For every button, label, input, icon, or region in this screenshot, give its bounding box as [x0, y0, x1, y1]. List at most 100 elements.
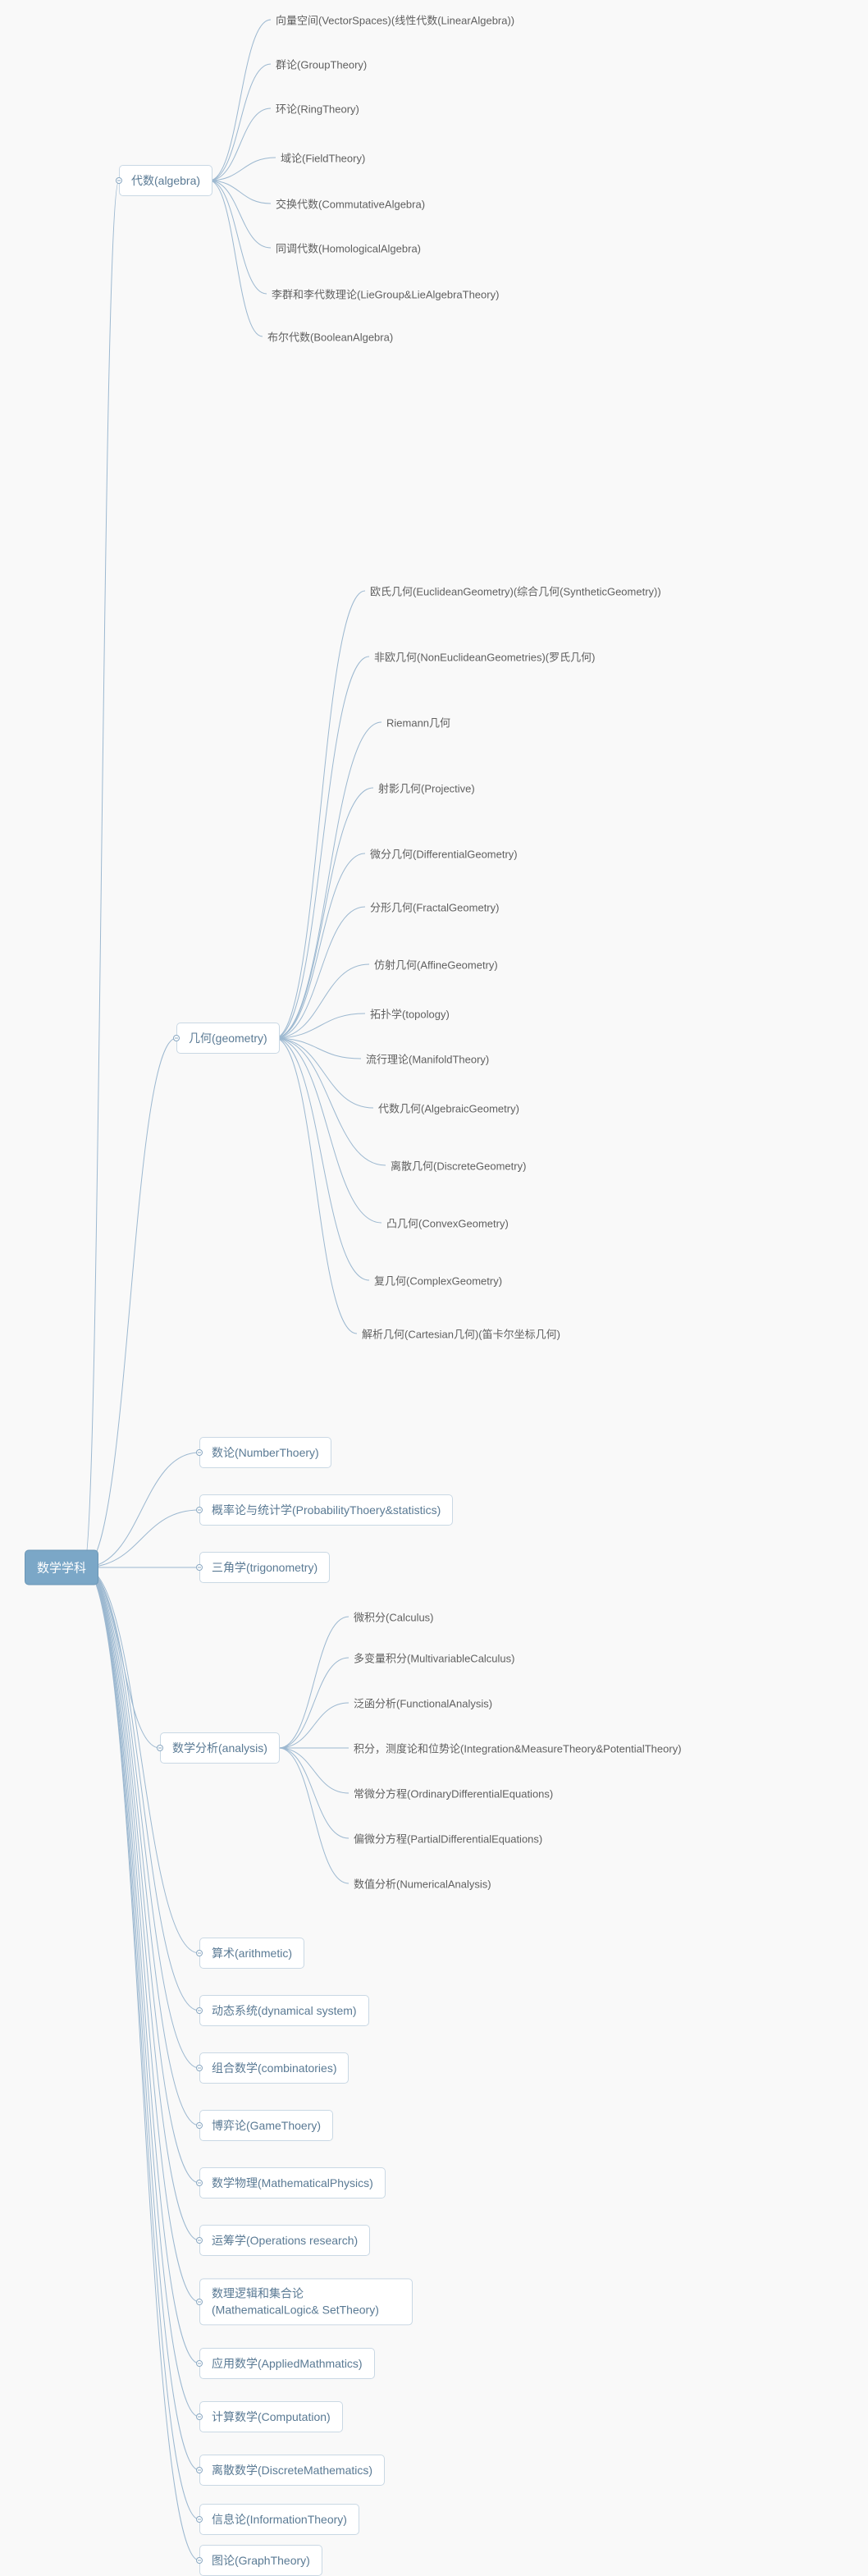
node-ana_func[interactable]: 泛函分析(FunctionalAnalysis) — [349, 1692, 497, 1714]
expand-toggle[interactable] — [196, 2237, 203, 2244]
node-geo_diff[interactable]: 微分几何(DifferentialGeometry) — [365, 843, 523, 865]
node-trig[interactable]: 三角学(trigonometry) — [199, 1552, 330, 1583]
edge — [84, 1510, 199, 1567]
node-geo_noneuc[interactable]: 非欧几何(NonEuclideanGeometries)(罗氏几何) — [369, 646, 600, 668]
node-discmath[interactable]: 离散数学(DiscreteMathematics) — [199, 2455, 385, 2486]
node-ana_ode[interactable]: 常微分方程(OrdinaryDifferentialEquations) — [349, 1782, 558, 1805]
expand-toggle[interactable] — [196, 2122, 203, 2129]
expand-toggle[interactable] — [196, 2414, 203, 2420]
expand-toggle[interactable] — [196, 1449, 203, 1456]
expand-toggle[interactable] — [196, 1564, 203, 1571]
edge — [84, 1567, 199, 2068]
edge — [209, 181, 263, 336]
edge — [275, 788, 373, 1038]
node-label: 数值分析(NumericalAnalysis) — [354, 1878, 491, 1891]
node-alg_vec[interactable]: 向量空间(VectorSpaces)(线性代数(LinearAlgebra)) — [271, 9, 519, 31]
node-comb[interactable]: 组合数学(combinatories) — [199, 2052, 349, 2084]
node-label: 动态系统(dynamical system) — [212, 2004, 357, 2017]
node-geo_alg[interactable]: 代数几何(AlgebraicGeometry) — [373, 1097, 524, 1119]
edge — [209, 20, 271, 181]
node-label: 博弈论(GameThoery) — [212, 2119, 321, 2132]
node-ana_multi[interactable]: 多变量积分(MultivariableCalculus) — [349, 1647, 520, 1669]
node-algebra[interactable]: 代数(algebra) — [119, 165, 212, 196]
node-geo_frac[interactable]: 分形几何(FractalGeometry) — [365, 896, 504, 918]
node-ana_calc[interactable]: 微积分(Calculus) — [349, 1606, 439, 1628]
node-geo_proj[interactable]: 射影几何(Projective) — [373, 777, 480, 799]
expand-toggle[interactable] — [196, 2007, 203, 2014]
node-label: 同调代数(HomologicalAlgebra) — [276, 243, 421, 255]
node-alg_hom[interactable]: 同调代数(HomologicalAlgebra) — [271, 237, 426, 259]
node-mathphys[interactable]: 数学物理(MathematicalPhysics) — [199, 2167, 386, 2199]
node-label: 图论(GraphTheory) — [212, 2554, 310, 2567]
edge — [275, 964, 369, 1038]
node-geo_conv[interactable]: 凸几何(ConvexGeometry) — [381, 1212, 514, 1234]
node-or[interactable]: 运筹学(Operations research) — [199, 2225, 370, 2256]
node-geo_disc[interactable]: 离散几何(DiscreteGeometry) — [386, 1155, 531, 1177]
node-label: Riemann几何 — [386, 717, 450, 730]
node-label: 布尔代数(BooleanAlgebra) — [267, 332, 393, 344]
node-label: 拓扑学(topology) — [370, 1009, 450, 1021]
node-applied[interactable]: 应用数学(AppliedMathmatics) — [199, 2348, 375, 2379]
node-label: 欧氏几何(EuclideanGeometry)(综合几何(SyntheticGe… — [370, 586, 661, 598]
edge — [84, 1567, 199, 2560]
node-logic[interactable]: 数理逻辑和集合论(MathematicalLogic& SetTheory) — [199, 2278, 413, 2325]
edge — [84, 1567, 199, 2519]
expand-toggle[interactable] — [116, 177, 122, 184]
node-label: 积分，测度论和位势论(Integration&MeasureTheory&Pot… — [354, 1743, 682, 1755]
node-numth[interactable]: 数论(NumberThoery) — [199, 1437, 331, 1468]
node-label: 凸几何(ConvexGeometry) — [386, 1218, 509, 1230]
node-geo_cart[interactable]: 解析几何(Cartesian几何)(笛卡尔坐标几何) — [357, 1323, 565, 1345]
expand-toggle[interactable] — [196, 2299, 203, 2305]
node-alg_field[interactable]: 域论(FieldTheory) — [276, 147, 370, 169]
node-geo_euc[interactable]: 欧氏几何(EuclideanGeometry)(综合几何(SyntheticGe… — [365, 580, 666, 602]
node-ana_pde[interactable]: 偏微分方程(PartialDifferentialEquations) — [349, 1828, 547, 1850]
edge — [209, 64, 271, 181]
node-info[interactable]: 信息论(InformationTheory) — [199, 2504, 359, 2535]
edge — [209, 181, 267, 294]
node-geo_aff[interactable]: 仿射几何(AffineGeometry) — [369, 954, 503, 976]
node-label: 常微分方程(OrdinaryDifferentialEquations) — [354, 1788, 553, 1800]
node-geo_riemann[interactable]: Riemann几何 — [381, 711, 455, 734]
node-label: 李群和李代数理论(LieGroup&LieAlgebraTheory) — [272, 289, 499, 301]
node-label: 微分几何(DifferentialGeometry) — [370, 849, 518, 861]
expand-toggle[interactable] — [196, 2180, 203, 2186]
node-alg_ring[interactable]: 环论(RingTheory) — [271, 98, 364, 120]
node-game[interactable]: 博弈论(GameThoery) — [199, 2110, 333, 2141]
edge — [84, 1567, 199, 2011]
edge — [275, 591, 365, 1038]
node-label: 多变量积分(MultivariableCalculus) — [354, 1653, 515, 1665]
node-arith[interactable]: 算术(arithmetic) — [199, 1938, 304, 1969]
edge — [84, 1038, 176, 1567]
node-alg_bool[interactable]: 布尔代数(BooleanAlgebra) — [263, 326, 398, 348]
expand-toggle[interactable] — [196, 1950, 203, 1956]
node-dyn[interactable]: 动态系统(dynamical system) — [199, 1995, 369, 2026]
expand-toggle[interactable] — [196, 2360, 203, 2367]
edge — [279, 1617, 349, 1748]
node-ana_num[interactable]: 数值分析(NumericalAnalysis) — [349, 1873, 496, 1895]
node-geo_comp[interactable]: 复几何(ComplexGeometry) — [369, 1270, 507, 1292]
node-geo_mani[interactable]: 流行理论(ManifoldTheory) — [361, 1048, 494, 1070]
node-geometry[interactable]: 几何(geometry) — [176, 1023, 280, 1054]
node-alg_group[interactable]: 群论(GroupTheory) — [271, 53, 372, 75]
node-alg_lie[interactable]: 李群和李代数理论(LieGroup&LieAlgebraTheory) — [267, 283, 504, 305]
expand-toggle[interactable] — [196, 2065, 203, 2071]
node-label: 微积分(Calculus) — [354, 1612, 434, 1624]
expand-toggle[interactable] — [196, 2467, 203, 2473]
edge — [279, 1748, 349, 1838]
edge — [84, 1567, 199, 2470]
node-geo_top[interactable]: 拓扑学(topology) — [365, 1003, 455, 1025]
expand-toggle[interactable] — [196, 2516, 203, 2523]
node-compu[interactable]: 计算数学(Computation) — [199, 2401, 343, 2432]
expand-toggle[interactable] — [173, 1035, 180, 1041]
expand-toggle[interactable] — [157, 1745, 163, 1751]
node-alg_comm[interactable]: 交换代数(CommutativeAlgebra) — [271, 193, 430, 215]
node-root[interactable]: 数学学科 — [25, 1550, 98, 1585]
node-ana_int[interactable]: 积分，测度论和位势论(Integration&MeasureTheory&Pot… — [349, 1737, 687, 1759]
edge — [275, 1013, 365, 1038]
expand-toggle[interactable] — [196, 1507, 203, 1513]
node-analysis[interactable]: 数学分析(analysis) — [160, 1732, 280, 1764]
node-label: 算术(arithmetic) — [212, 1947, 292, 1960]
node-graph[interactable]: 图论(GraphTheory) — [199, 2545, 322, 2576]
expand-toggle[interactable] — [196, 2557, 203, 2564]
node-prob[interactable]: 概率论与统计学(ProbabilityThoery&statistics) — [199, 1494, 453, 1526]
